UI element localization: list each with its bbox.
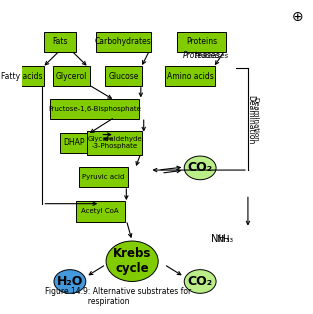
Text: Glycerol: Glycerol xyxy=(56,72,87,81)
Text: Proteins: Proteins xyxy=(186,37,217,46)
Ellipse shape xyxy=(184,270,216,293)
Text: Glucose: Glucose xyxy=(108,72,139,81)
FancyBboxPatch shape xyxy=(166,66,215,86)
FancyBboxPatch shape xyxy=(60,133,89,153)
Text: Fructose-1,6-Bisphosphate: Fructose-1,6-Bisphosphate xyxy=(48,106,141,112)
Text: Pyruvic acid: Pyruvic acid xyxy=(82,174,124,180)
Text: H₂O: H₂O xyxy=(57,275,83,288)
Text: Proteases: Proteases xyxy=(195,52,229,58)
FancyBboxPatch shape xyxy=(96,32,151,52)
Text: Deamination: Deamination xyxy=(252,97,258,142)
Text: DHAP: DHAP xyxy=(64,138,85,148)
Text: NH₃: NH₃ xyxy=(211,235,230,245)
FancyBboxPatch shape xyxy=(0,66,44,86)
FancyBboxPatch shape xyxy=(53,66,90,86)
Ellipse shape xyxy=(54,270,86,293)
Text: ⊕: ⊕ xyxy=(291,10,303,24)
FancyBboxPatch shape xyxy=(79,167,128,187)
FancyBboxPatch shape xyxy=(87,131,142,155)
Text: CO₂: CO₂ xyxy=(187,275,213,288)
FancyBboxPatch shape xyxy=(44,32,76,52)
Text: Glyceraldehyde
-3-Phosphate: Glyceraldehyde -3-Phosphate xyxy=(87,137,142,149)
FancyBboxPatch shape xyxy=(105,66,142,86)
Text: Fats: Fats xyxy=(52,37,68,46)
Text: Krebs
cycle: Krebs cycle xyxy=(113,247,151,275)
Text: Figure 14.9: Alternative substrates for
                  respiration: Figure 14.9: Alternative substrates for … xyxy=(45,287,192,306)
FancyBboxPatch shape xyxy=(50,99,139,119)
Text: NH₃: NH₃ xyxy=(216,235,233,244)
FancyBboxPatch shape xyxy=(76,201,125,222)
FancyBboxPatch shape xyxy=(177,32,226,52)
Text: Amino acids: Amino acids xyxy=(167,72,213,81)
Ellipse shape xyxy=(106,241,158,281)
Text: Fatty acids: Fatty acids xyxy=(1,72,43,81)
Text: Deamination: Deamination xyxy=(246,95,255,144)
Text: Carbohydrates: Carbohydrates xyxy=(95,37,152,46)
Text: CO₂: CO₂ xyxy=(187,161,213,174)
Text: Acetyl CoA: Acetyl CoA xyxy=(81,208,119,214)
Text: Proteases: Proteases xyxy=(183,51,220,60)
Ellipse shape xyxy=(184,156,216,180)
